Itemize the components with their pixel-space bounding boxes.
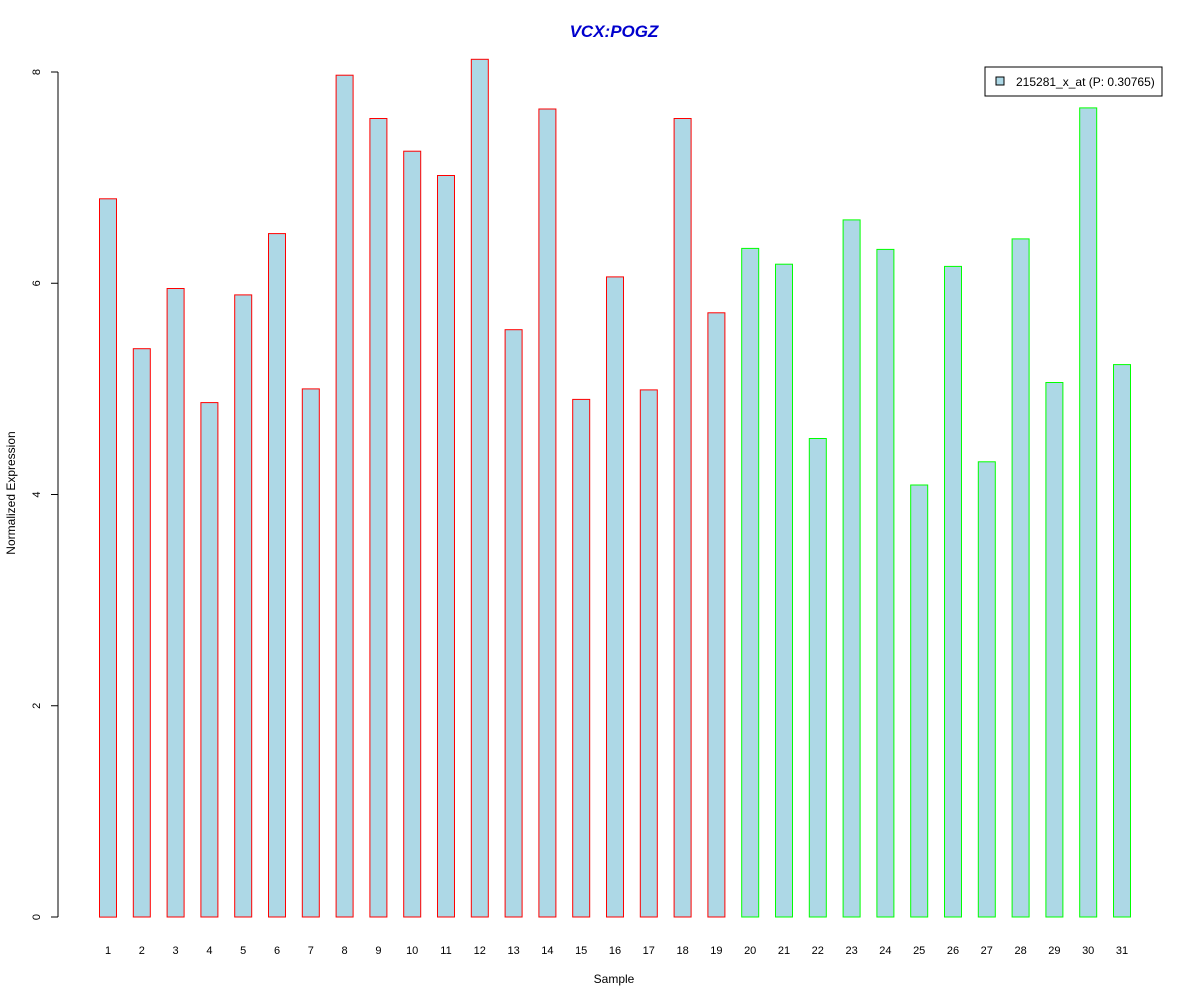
x-tick-label: 23 <box>845 945 857 957</box>
bar-sample-8 <box>335 74 354 918</box>
bar-sample-25 <box>910 484 929 918</box>
legend-entry: 215281_x_at (P: 0.30765) <box>1016 75 1155 89</box>
bar-sample-28 <box>1011 238 1030 918</box>
y-axis: 0 2 4 6 8 <box>31 69 59 920</box>
bar-sample-9 <box>369 118 388 918</box>
bar-sample-12 <box>470 58 489 918</box>
x-tick-label: 25 <box>913 945 925 957</box>
bar-sample-17 <box>639 389 658 918</box>
chart-title: VCX:POGZ <box>570 22 659 41</box>
x-tick-label: 27 <box>981 945 993 957</box>
y-tick-label: 2 <box>31 703 43 709</box>
x-tick-label: 22 <box>812 945 824 957</box>
x-tick-label: 3 <box>173 945 179 957</box>
x-tick-label: 10 <box>406 945 418 957</box>
bar-sample-13 <box>504 329 523 918</box>
x-tick-label: 31 <box>1116 945 1128 957</box>
bar-sample-19 <box>707 312 726 918</box>
x-tick-label: 17 <box>643 945 655 957</box>
x-tick-labels: 1 2 3 4 5 6 7 8 9 10 11 12 13 14 15 16 17 18 19 20 21 22 23 24 2… <box>105 945 1128 957</box>
x-tick-label: 5 <box>240 945 246 957</box>
x-tick-label: 16 <box>609 945 621 957</box>
bar-sample-27 <box>977 461 996 918</box>
bar-sample-30 <box>1079 107 1098 918</box>
x-tick-label: 4 <box>206 945 212 957</box>
x-tick-label: 1 <box>105 945 111 957</box>
bar-sample-15 <box>572 398 591 918</box>
bars <box>99 58 1131 918</box>
y-tick-label: 4 <box>31 491 43 497</box>
bar-sample-11 <box>437 175 455 918</box>
bar-sample-5 <box>234 294 253 918</box>
x-tick-label: 7 <box>308 945 314 957</box>
x-tick-label: 11 <box>440 945 451 957</box>
legend-swatch <box>995 76 1005 86</box>
y-tick-label: 8 <box>31 69 43 75</box>
bar-sample-22 <box>808 438 827 918</box>
bar-sample-24 <box>876 248 895 918</box>
x-tick-label: 24 <box>879 945 891 957</box>
x-tick-label: 2 <box>139 945 145 957</box>
bar-sample-10 <box>403 150 422 918</box>
x-tick-label: 19 <box>710 945 722 957</box>
x-tick-label: 13 <box>507 945 519 957</box>
x-tick-label: 9 <box>375 945 381 957</box>
bar-sample-4 <box>200 402 219 918</box>
bar-sample-3 <box>166 288 185 918</box>
bar-sample-20 <box>741 247 760 918</box>
x-tick-label: 30 <box>1082 945 1094 957</box>
bar-sample-16 <box>606 276 624 918</box>
x-tick-label: 12 <box>474 945 486 957</box>
bar-sample-6 <box>268 233 286 918</box>
y-tick-label: 0 <box>31 914 43 920</box>
x-tick-label: 20 <box>744 945 756 957</box>
bar-sample-14 <box>538 108 557 918</box>
bar-sample-21 <box>775 263 793 918</box>
bar-sample-31 <box>1113 364 1131 918</box>
legend-box <box>984 66 1163 97</box>
bar-sample-1 <box>99 198 117 918</box>
x-tick-label: 14 <box>541 945 553 957</box>
bar-sample-18 <box>673 118 692 918</box>
x-tick-label: 28 <box>1014 945 1026 957</box>
x-tick-label: 29 <box>1048 945 1060 957</box>
bar-sample-2 <box>132 348 151 918</box>
bar-sample-7 <box>301 388 320 918</box>
bar-sample-26 <box>944 265 962 918</box>
y-tick-label: 6 <box>31 280 43 286</box>
x-tick-label: 21 <box>778 945 790 957</box>
x-tick-label: 6 <box>274 945 280 957</box>
x-tick-label: 26 <box>947 945 959 957</box>
bar-sample-29 <box>1045 382 1064 918</box>
x-tick-label: 18 <box>676 945 688 957</box>
legend: 215281_x_at (P: 0.30765) <box>984 66 1163 97</box>
y-axis-label: Normalized Expression <box>4 431 18 554</box>
x-axis-label: Sample <box>594 972 635 986</box>
bar-sample-23 <box>842 219 861 918</box>
x-tick-label: 8 <box>342 945 348 957</box>
x-tick-label: 15 <box>575 945 587 957</box>
